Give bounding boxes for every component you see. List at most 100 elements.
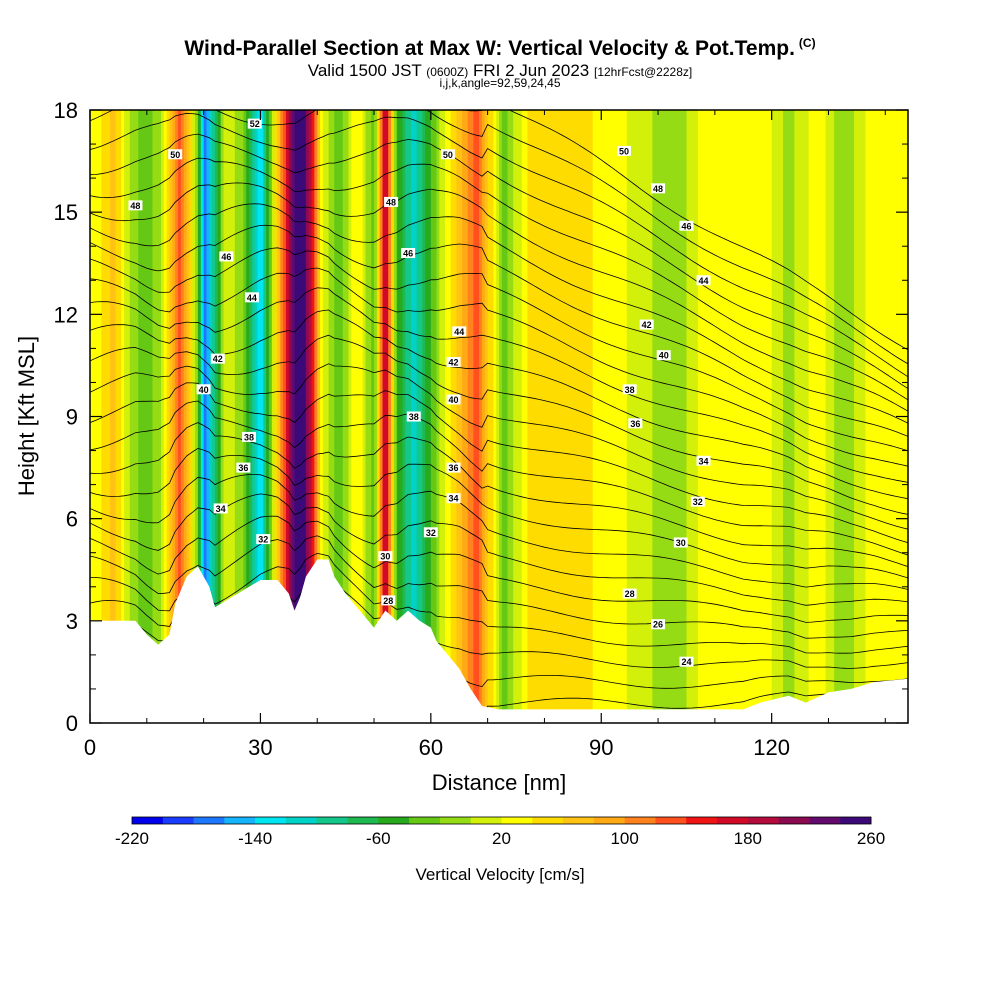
y-tick-label: 0	[66, 711, 78, 736]
velocity-cell	[391, 110, 395, 723]
velocity-cell	[104, 110, 108, 723]
contour-label: 34	[696, 455, 711, 466]
velocity-cell	[774, 110, 778, 723]
colorbar-swatch	[624, 817, 656, 824]
colorbar-swatch	[593, 817, 626, 824]
contour-label: 38	[622, 384, 637, 395]
velocity-cell	[592, 110, 597, 723]
velocity-cell	[135, 110, 139, 723]
contour-label-bg	[446, 394, 461, 405]
velocity-cell	[499, 110, 503, 723]
velocity-cell	[263, 110, 267, 723]
contour-label: 40	[656, 350, 671, 361]
velocity-cell	[518, 110, 523, 723]
velocity-cell	[856, 110, 861, 723]
y-tick-label: 9	[66, 405, 78, 430]
velocity-cell	[138, 110, 142, 723]
contour-label: 50	[616, 145, 631, 156]
velocity-cell	[439, 110, 443, 723]
contour-label: 32	[423, 527, 438, 538]
velocity-cell	[257, 110, 262, 723]
velocity-cell	[402, 110, 406, 723]
contour-label-text: 48	[130, 201, 140, 211]
velocity-cell	[143, 110, 148, 723]
velocity-cell	[871, 110, 875, 723]
colorbar-swatch	[132, 817, 164, 824]
x-tick-label: 30	[248, 735, 272, 760]
velocity-cell	[425, 110, 429, 723]
contour-label-text: 42	[449, 358, 459, 368]
velocity-cell	[547, 110, 551, 723]
theta-contour	[90, 133, 908, 389]
contour-label-bg	[247, 118, 262, 129]
contour-label-bg	[696, 455, 711, 466]
velocity-cell	[836, 110, 841, 723]
velocity-cell	[589, 110, 594, 723]
velocity-cell	[743, 110, 747, 723]
velocity-cell	[584, 110, 588, 723]
velocity-cell	[178, 110, 182, 723]
valid-time: Valid 1500 JST	[307, 61, 422, 80]
velocity-cell	[794, 110, 798, 723]
colorbar-swatch	[255, 817, 287, 824]
velocity-cell	[797, 110, 801, 723]
contour-label-bg	[236, 462, 251, 473]
velocity-cell	[660, 110, 665, 723]
velocity-cell	[399, 110, 404, 723]
velocity-cell	[115, 110, 120, 723]
velocity-cell	[714, 110, 719, 723]
velocity-cell	[430, 110, 435, 723]
velocity-cell	[615, 110, 619, 723]
theta-contour	[90, 110, 908, 365]
velocity-cell	[322, 110, 327, 723]
contour-label-text: 44	[247, 293, 257, 303]
theta-contour	[90, 247, 908, 452]
velocity-cell	[388, 110, 392, 723]
velocity-cell	[524, 110, 529, 723]
contour-label-text: 50	[170, 150, 180, 160]
y-tick-label: 15	[54, 200, 78, 225]
y-tick-label: 6	[66, 507, 78, 532]
contour-label-bg	[452, 326, 467, 337]
velocity-cell	[768, 110, 773, 723]
velocity-cell	[717, 110, 722, 723]
velocity-cell	[689, 110, 693, 723]
velocity-cell	[555, 110, 560, 723]
contour-label: 50	[168, 149, 183, 160]
velocity-cell	[481, 110, 486, 723]
velocity-cell	[274, 110, 279, 723]
velocity-cell	[243, 110, 247, 723]
velocity-cell	[433, 110, 438, 723]
contour-label-text: 40	[659, 351, 669, 361]
velocity-cell	[254, 110, 259, 723]
contour-label-text: 30	[676, 538, 686, 548]
velocity-cell	[845, 110, 849, 723]
contour-label-bg	[622, 588, 637, 599]
velocity-cell	[155, 110, 159, 723]
velocity-cell	[229, 110, 233, 723]
colorbar-swatch	[470, 817, 502, 824]
velocity-cell	[771, 110, 776, 723]
velocity-cell	[317, 110, 321, 723]
contour-label-bg	[401, 248, 416, 259]
velocity-cell	[504, 110, 509, 723]
velocity-cell	[765, 110, 770, 723]
velocity-cell	[780, 110, 784, 723]
contour-label-text: 38	[409, 412, 419, 422]
velocity-cell	[595, 110, 600, 723]
velocity-cell	[893, 110, 898, 723]
velocity-cell	[427, 110, 432, 723]
velocity-cell	[419, 110, 423, 723]
contour-label-bg	[651, 183, 666, 194]
colorbar-tick-label: -140	[238, 829, 272, 848]
velocity-cell	[445, 110, 449, 723]
velocity-cell	[720, 110, 724, 723]
velocity-cell	[561, 110, 565, 723]
velocity-cell	[303, 110, 307, 723]
velocity-cell	[740, 110, 744, 723]
velocity-cell	[331, 110, 335, 723]
contour-label-text: 36	[449, 463, 459, 473]
velocity-cell	[757, 110, 761, 723]
contour-label-text: 32	[258, 535, 268, 545]
contour-label-text: 32	[693, 497, 703, 507]
